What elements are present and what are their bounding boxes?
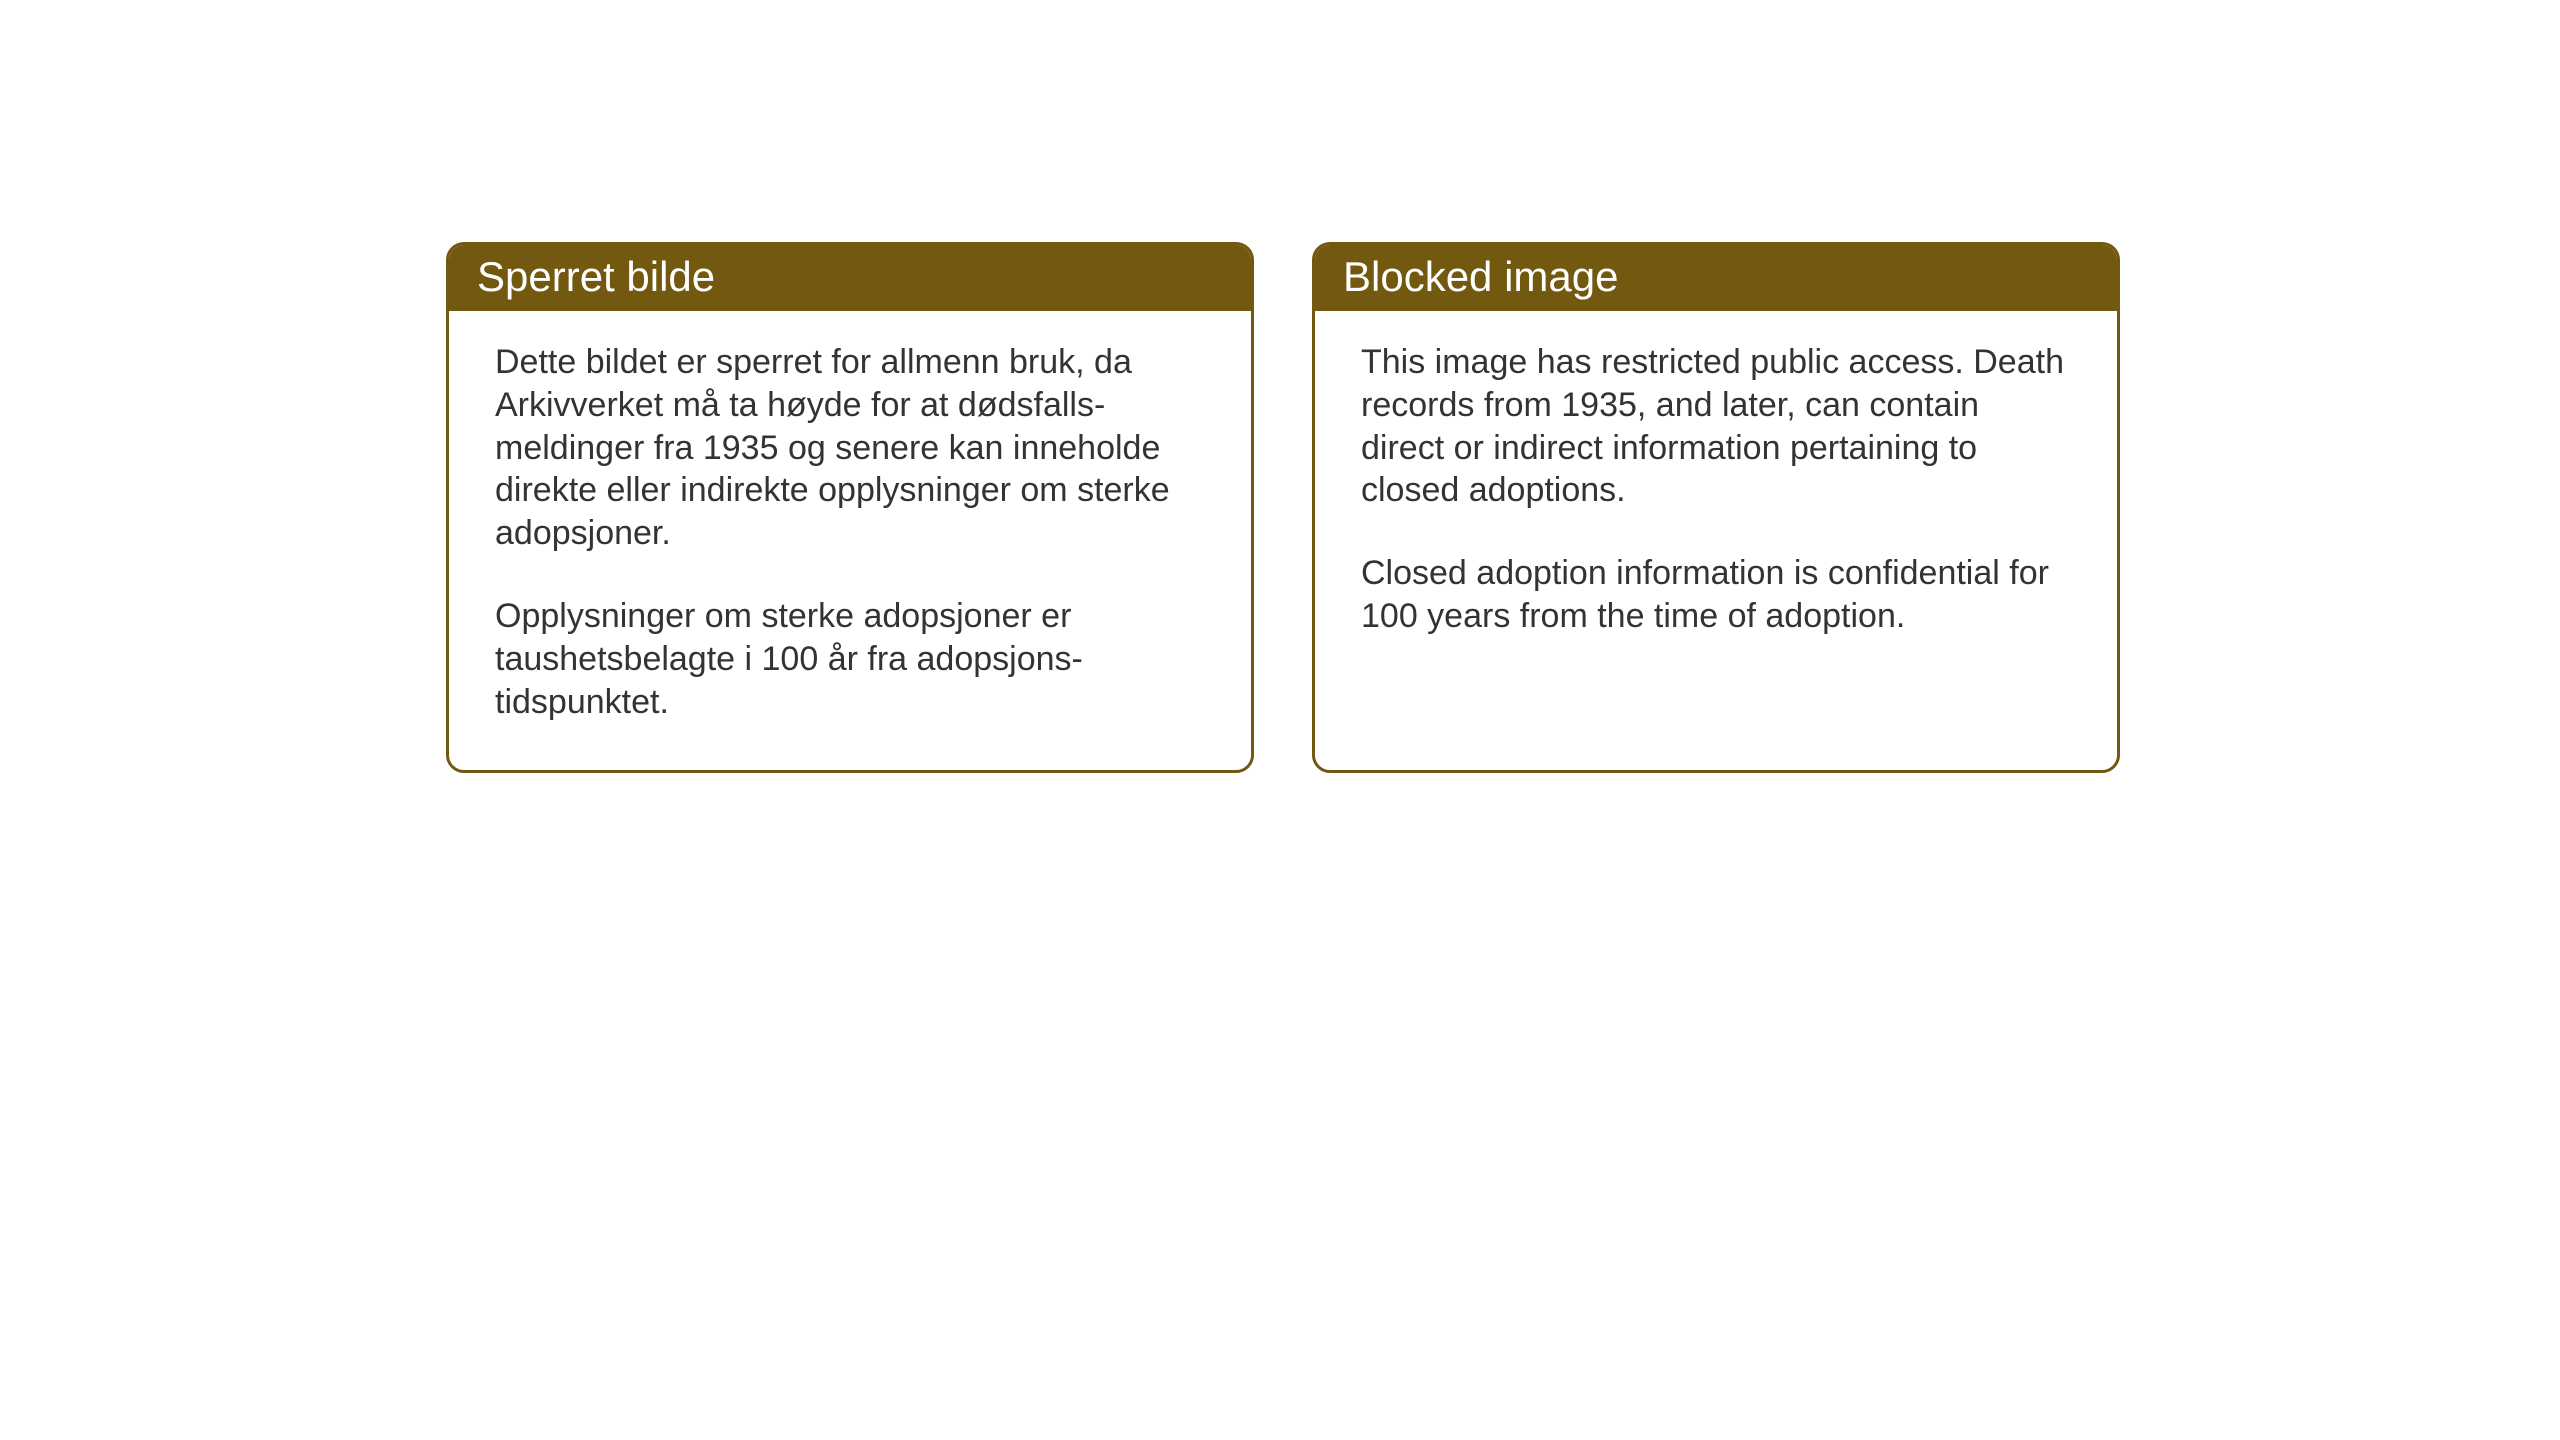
norwegian-card-title: Sperret bilde bbox=[449, 245, 1251, 311]
english-card-body: This image has restricted public access.… bbox=[1315, 311, 2117, 684]
english-paragraph-1: This image has restricted public access.… bbox=[1361, 341, 2071, 512]
norwegian-paragraph-1: Dette bildet er sperret for allmenn bruk… bbox=[495, 341, 1205, 555]
norwegian-card-body: Dette bildet er sperret for allmenn bruk… bbox=[449, 311, 1251, 770]
norwegian-paragraph-2: Opplysninger om sterke adopsjoner er tau… bbox=[495, 595, 1205, 723]
norwegian-notice-card: Sperret bilde Dette bildet er sperret fo… bbox=[446, 242, 1254, 773]
english-card-title: Blocked image bbox=[1315, 245, 2117, 311]
english-paragraph-2: Closed adoption information is confident… bbox=[1361, 552, 2071, 638]
notice-cards-container: Sperret bilde Dette bildet er sperret fo… bbox=[446, 242, 2120, 773]
english-notice-card: Blocked image This image has restricted … bbox=[1312, 242, 2120, 773]
